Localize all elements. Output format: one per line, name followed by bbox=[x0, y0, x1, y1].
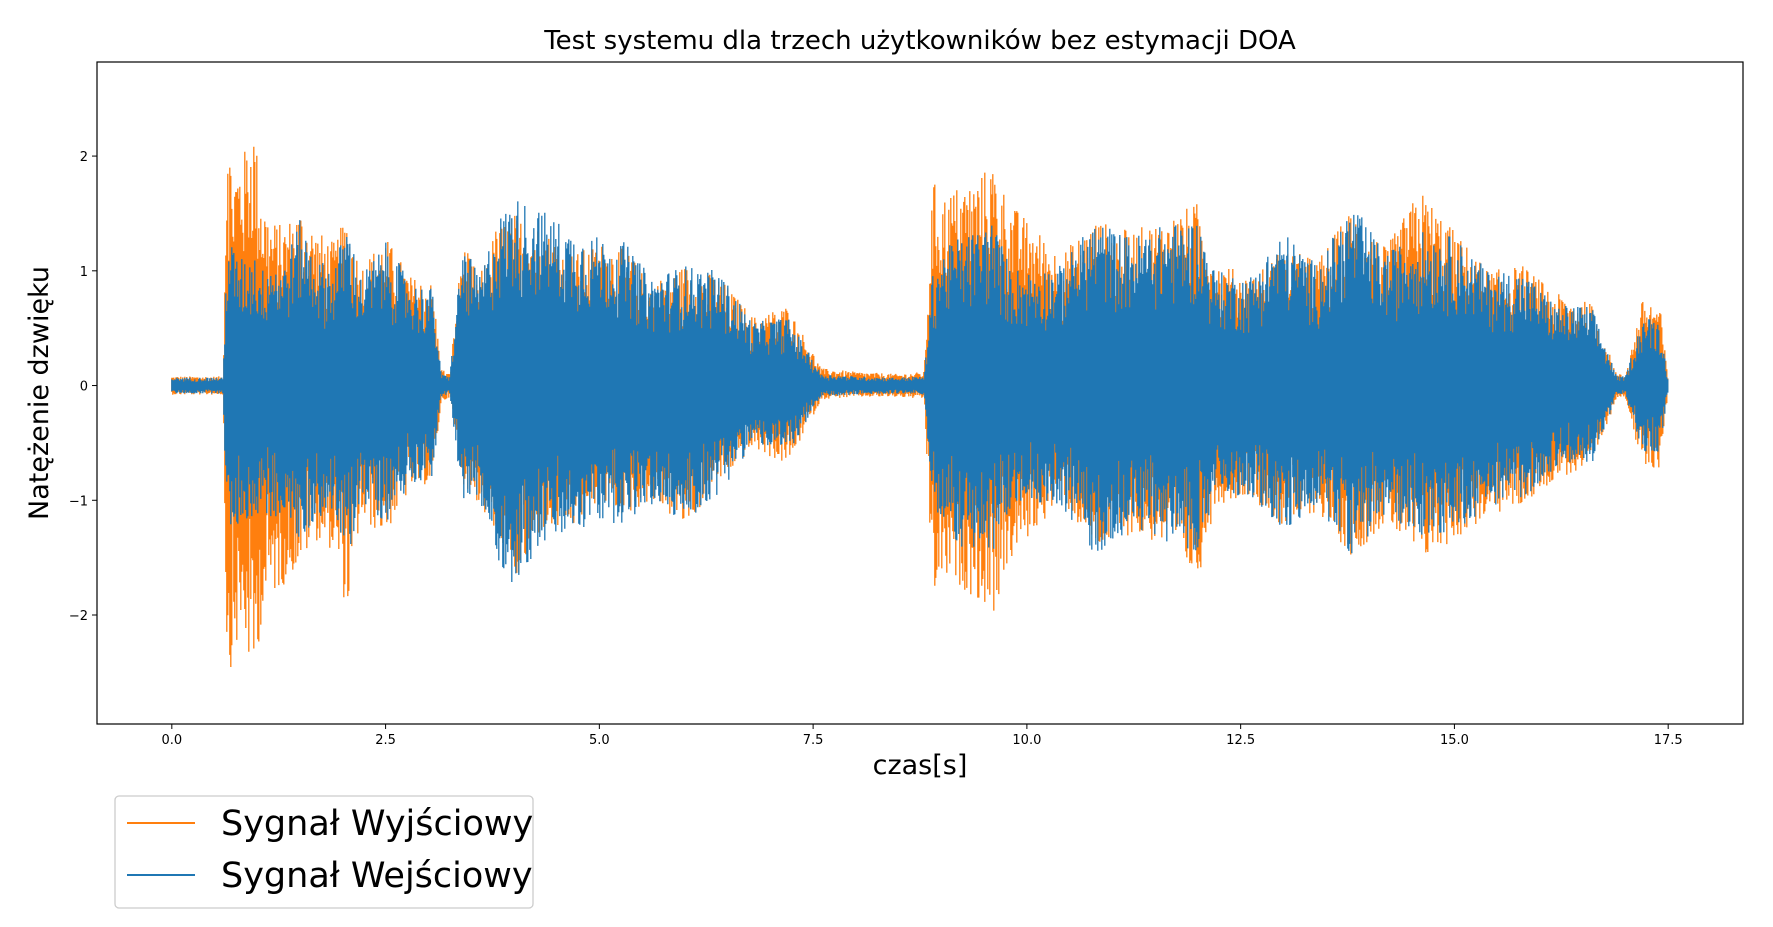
x-tick-label: 7.5 bbox=[803, 733, 824, 748]
x-tick-label: 12.5 bbox=[1226, 733, 1255, 748]
legend-label-output: Sygnał Wyjściowy bbox=[221, 804, 533, 844]
y-tick-label: 1 bbox=[80, 265, 88, 280]
series-path bbox=[171, 201, 1669, 582]
x-tick-label: 17.5 bbox=[1654, 733, 1683, 748]
y-axis-label: Natężenie dzwięku bbox=[24, 266, 55, 520]
y-tick-label: −2 bbox=[69, 609, 88, 624]
plot-frame bbox=[96, 61, 1744, 725]
x-tick-label: 0.0 bbox=[161, 733, 182, 748]
legend: Sygnał Wyjściowy Sygnał Wejściowy bbox=[114, 795, 534, 909]
chart-title: Test systemu dla trzech użytkowników bez… bbox=[543, 26, 1296, 56]
x-axis-ticks: 0.0 2.5 5.0 7.5 10.0 12.5 15.0 17.5 bbox=[161, 724, 1683, 748]
x-tick-label: 5.0 bbox=[589, 733, 610, 748]
legend-label-input: Sygnał Wejściowy bbox=[221, 856, 533, 896]
x-tick-label: 2.5 bbox=[375, 733, 396, 748]
series-input-waveform bbox=[171, 201, 1669, 582]
plot-content bbox=[171, 146, 1669, 667]
y-tick-label: −1 bbox=[69, 494, 88, 509]
x-tick-label: 10.0 bbox=[1012, 733, 1041, 748]
x-tick-label: 15.0 bbox=[1440, 733, 1469, 748]
y-tick-label: 2 bbox=[80, 150, 88, 165]
x-axis-label: czas[s] bbox=[873, 750, 968, 781]
y-tick-label: 0 bbox=[80, 380, 88, 395]
y-axis-ticks: −2 −1 0 1 2 bbox=[69, 150, 97, 624]
legend-box bbox=[114, 795, 534, 909]
